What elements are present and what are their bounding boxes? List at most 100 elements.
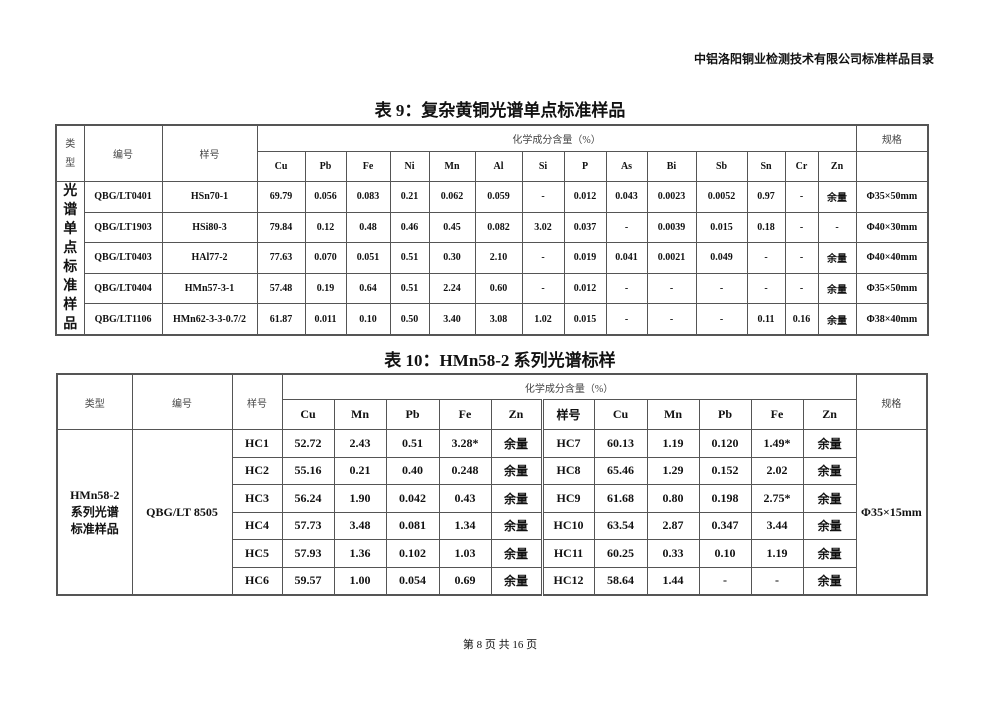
value-cell-as: - — [605, 211, 648, 244]
value-cell-si: - — [521, 272, 565, 305]
value-cell-sn: 0.18 — [746, 211, 786, 244]
page-number: 第 8 页 共 16 页 — [462, 639, 538, 651]
table9-title: 表 9：复杂黄铜光谱单点标准样品 — [374, 101, 626, 120]
value-cell-mn: 3.40 — [428, 303, 476, 336]
value-cell-fe: 0.248 — [438, 456, 492, 485]
value-cell-zn: 余量 — [490, 456, 543, 485]
value-cell-mn: 2.24 — [428, 272, 476, 305]
value-cell-cr: 0.16 — [784, 303, 819, 336]
value-cell-mn: 1.29 — [646, 456, 700, 485]
value-cell-pb: 0.054 — [385, 566, 440, 596]
value-cell-pb: 0.40 — [385, 456, 440, 485]
value-cell-ni: 0.51 — [389, 272, 430, 305]
value-cell-pb: 0.198 — [698, 484, 752, 513]
value-cell-si: 3.02 — [521, 211, 565, 244]
value-cell-cu: 56.24 — [281, 484, 335, 513]
value-cell-zn: 余量 — [490, 566, 543, 596]
value-cell-mn: 1.00 — [333, 566, 387, 596]
table-row: HC4 57.73 3.48 0.081 1.34 余量 HC10 63.54 2.87 0.34… — [57, 511, 927, 540]
table-row: HMn58-2 系列光谱 标准样品 QBG/LT 8505 HC1 52.72 2.43 0.… — [56, 429, 928, 596]
value-cell-sb: 0.015 — [695, 211, 748, 244]
value-cell-p: 0.015 — [563, 303, 607, 336]
value-cell-cu: 58.64 — [593, 566, 648, 596]
value-cell-cu: 61.87 — [256, 303, 306, 336]
spec-subheader — [855, 151, 929, 182]
col-sample-header: 样号 — [231, 373, 283, 430]
sample-cell: HMn57-3-1 — [161, 272, 258, 305]
element-header-fe: Fe — [345, 151, 391, 182]
col-code-header: 编号 — [131, 373, 233, 430]
sample-cell: HC11 — [540, 539, 595, 568]
sample-cell: HC12 — [540, 566, 595, 596]
element-header-si: Si — [521, 151, 565, 182]
value-cell-cu: 69.79 — [256, 181, 306, 213]
element-header-ni: Ni — [389, 151, 430, 182]
value-cell-cu: 59.57 — [281, 566, 335, 596]
col-composition-header: 化学成分含量（%） — [281, 373, 857, 400]
element-header-zn: Zn — [802, 399, 857, 430]
table10-title: 表 10：HMn58-2 系列光谱标样 — [384, 351, 616, 370]
col-spec-header: 规格 — [855, 373, 928, 430]
value-cell-zn: 余量 — [802, 456, 857, 485]
value-cell-cu: 60.25 — [593, 539, 648, 568]
code-cell: QBG/LT1106 — [83, 303, 163, 336]
sample-cell: HMn62-3-3-0.7/2 — [161, 303, 258, 336]
element-header-zn: Zn — [490, 399, 543, 430]
value-cell-pb: 0.152 — [698, 456, 752, 485]
value-cell-fe: 2.75* — [750, 484, 804, 513]
sample-cell: HC9 — [540, 484, 595, 513]
value-cell-bi: 0.0023 — [646, 181, 697, 213]
sample-cell: HC1 — [231, 429, 283, 458]
col-sample-header: 样号 — [161, 124, 258, 182]
value-cell-sn: - — [746, 272, 786, 305]
type-cell: HMn58-2 系列光谱 标准样品 — [56, 429, 133, 596]
value-cell-si: - — [521, 181, 565, 213]
value-cell-zn: 余量 — [802, 511, 857, 540]
value-cell-zn: 余量 — [817, 181, 857, 213]
value-cell-zn: 余量 — [490, 484, 543, 513]
element-header-bi: Bi — [646, 151, 697, 182]
value-cell-cu: 79.84 — [256, 211, 306, 244]
value-cell-pb: 0.347 — [698, 511, 752, 540]
col-composition-header: 化学成分含量（%） — [256, 124, 857, 152]
document-header: 中铝洛阳铜业检测技术有限公司标准样品目录 — [693, 52, 934, 66]
spec-cell: Φ35×15mm — [855, 429, 928, 596]
table-row: HC2 55.16 0.21 0.40 0.248 余量 HC8 65.46 1.29 0.152… — [57, 456, 927, 485]
sample-cell: HC7 — [540, 429, 595, 458]
code-cell: QBG/LT1903 — [83, 211, 163, 244]
value-cell-sn: 0.97 — [746, 181, 786, 213]
table-row: HC3 56.24 1.90 0.042 0.43 余量 HC9 61.68 0.80 0.198… — [57, 484, 927, 513]
value-cell-fe: 1.34 — [438, 511, 492, 540]
code-cell: QBG/LT0403 — [83, 242, 163, 274]
value-cell-mn: 2.43 — [333, 429, 387, 458]
spec-cell: Φ35×50mm — [855, 272, 929, 305]
value-cell-mn: 0.80 — [646, 484, 700, 513]
element-header-pb: Pb — [385, 399, 440, 430]
element-header-mn: Mn — [333, 399, 387, 430]
col-spec-header: 规格 — [855, 124, 929, 152]
table-row: QBG/LT0404 HMn57-3-1 57.48 0.19 0.64 0.51 2.24… — [56, 272, 929, 305]
value-cell-fe: 1.49* — [750, 429, 804, 458]
value-cell-al: 0.60 — [474, 272, 523, 305]
value-cell-pb: 0.056 — [304, 181, 347, 213]
value-cell-zn: 余量 — [802, 566, 857, 596]
value-cell-pb: 0.042 — [385, 484, 440, 513]
value-cell-mn: 1.36 — [333, 539, 387, 568]
element-header-mn: Mn — [646, 399, 700, 430]
value-cell-mn: 0.30 — [428, 242, 476, 274]
sample-cell: HAl77-2 — [161, 242, 258, 274]
value-cell-fe: 0.43 — [438, 484, 492, 513]
type-cell: 光谱单点标准样品 — [55, 181, 85, 336]
value-cell-al: 0.059 — [474, 181, 523, 213]
value-cell-mn: 0.45 — [428, 211, 476, 244]
element-header-cu: Cu — [281, 399, 335, 430]
element-header-sn: Sn — [746, 151, 786, 182]
element-header-p: P — [563, 151, 607, 182]
spec-cell: Φ35×50mm — [855, 181, 929, 213]
element-header-fe: Fe — [750, 399, 804, 430]
table-row: HC5 57.93 1.36 0.102 1.03 余量 HC11 60.25 0.33 0.10… — [57, 539, 927, 568]
value-cell-ni: 0.51 — [389, 242, 430, 274]
value-cell-p: 0.012 — [563, 181, 607, 213]
value-cell-pb: 0.51 — [385, 429, 440, 458]
table-row: 光谱单点标准样品 QBG/LT0401 HSn70-1 69.79 0.056 0.083… — [55, 181, 929, 336]
